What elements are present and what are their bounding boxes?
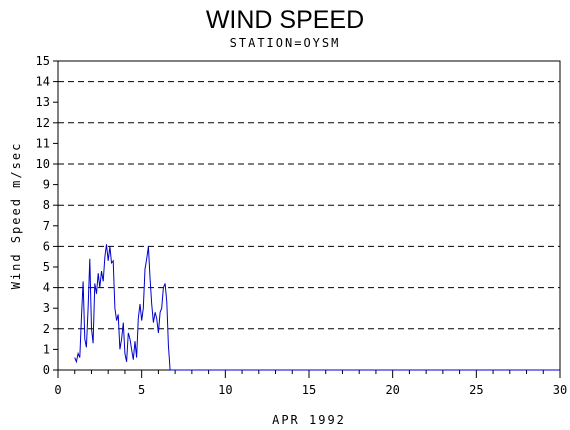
y-tick-label-3: 3	[43, 301, 50, 315]
gridlines	[58, 81, 560, 330]
y-axis-label: Wind Speed m/sec	[9, 142, 23, 290]
x-tick-label-30: 30	[553, 383, 567, 397]
y-tick-label-9: 9	[43, 178, 50, 192]
y-tick-label-12: 12	[36, 116, 50, 130]
wind-speed-series-line	[74, 244, 560, 371]
y-tick-label-1: 1	[43, 342, 50, 356]
plot-frame	[57, 60, 561, 371]
chart-subtitle: STATION=OYSM	[229, 36, 341, 50]
x-tick-label-5: 5	[138, 383, 145, 397]
y-tick-label-10: 10	[36, 157, 50, 171]
x-axis: 0 5 10 15 20 25 30	[54, 370, 567, 397]
y-tick-label-2: 2	[43, 322, 50, 336]
y-tick-label-6: 6	[43, 239, 50, 253]
y-tick-label-0: 0	[43, 363, 50, 377]
y-tick-label-14: 14	[36, 75, 50, 89]
y-tick-label-13: 13	[36, 95, 50, 109]
x-tick-label-25: 25	[469, 383, 483, 397]
x-axis-label: APR 1992	[272, 413, 346, 427]
x-tick-label-10: 10	[218, 383, 232, 397]
y-tick-label-15: 15	[36, 54, 50, 68]
x-tick-label-20: 20	[385, 383, 399, 397]
y-tick-label-8: 8	[43, 198, 50, 212]
chart-title: WIND SPEED	[205, 6, 365, 34]
y-tick-label-11: 11	[36, 136, 50, 150]
y-tick-label-5: 5	[43, 260, 50, 274]
x-tick-label-15: 15	[302, 383, 316, 397]
y-tick-label-7: 7	[43, 219, 50, 233]
x-tick-label-0: 0	[54, 383, 61, 397]
y-tick-label-4: 4	[43, 281, 50, 295]
